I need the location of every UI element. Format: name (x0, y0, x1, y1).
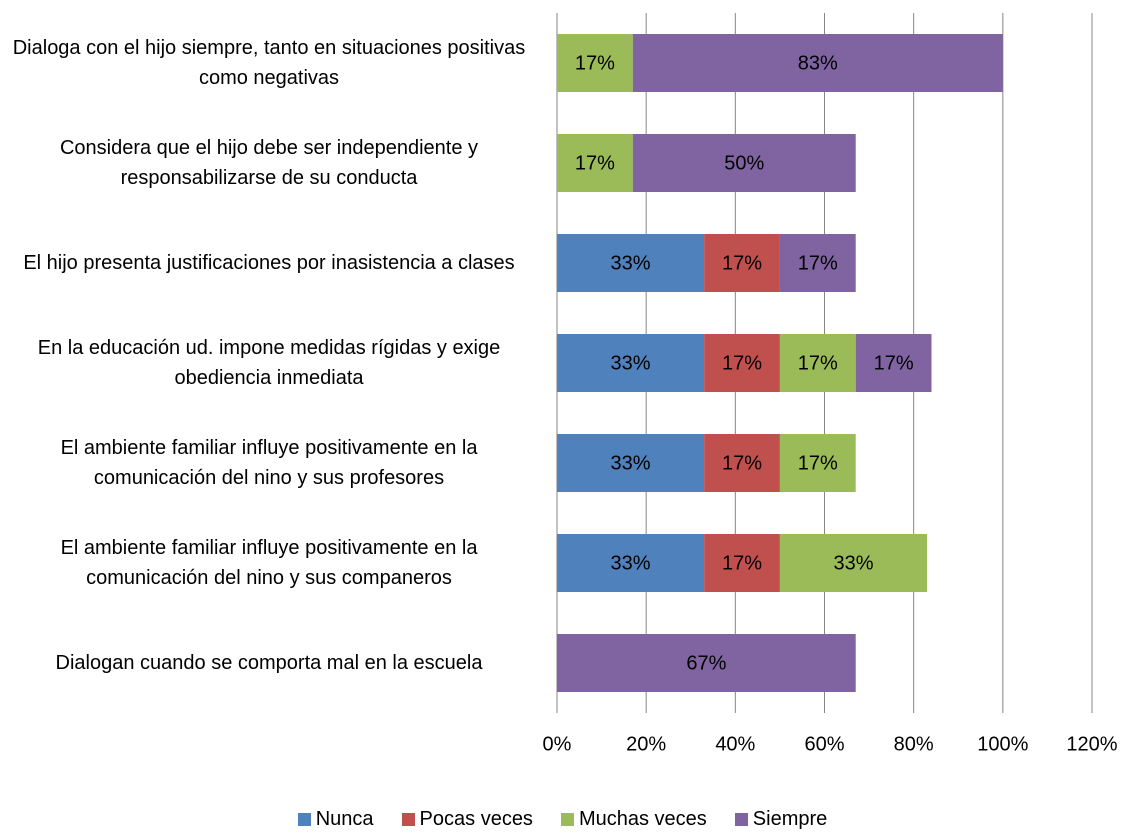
data-label: 17% (798, 352, 838, 374)
data-label: 17% (722, 352, 762, 374)
y-tick-label: Dialogan cuando se comporta mal en la es… (55, 652, 483, 674)
y-tick-label: En la educación ud. impone medidas rígid… (37, 337, 501, 389)
legend-label: Nunca (315, 808, 374, 830)
data-label: 83% (798, 52, 838, 74)
x-tick-label: 40% (715, 733, 755, 755)
legend-label: Siempre (752, 808, 828, 830)
x-tick-label: 20% (626, 733, 666, 755)
legend-item: Muchas veces (560, 808, 707, 831)
legend-swatch (297, 813, 311, 826)
bar-segment (704, 234, 780, 292)
bar-segment (557, 234, 705, 292)
y-tick-label: Considera que el hijo debe ser independi… (59, 137, 479, 189)
bar-segment (557, 634, 856, 692)
bar-segment (557, 534, 705, 592)
x-tick-label: 80% (894, 733, 934, 755)
legend-swatch (401, 813, 415, 826)
bar-segment (779, 434, 856, 492)
bar-segment (779, 334, 856, 392)
data-label: 17% (575, 52, 615, 74)
y-tick-label: El ambiente familiar influye positivamen… (60, 537, 478, 589)
bar-segment (632, 134, 856, 192)
data-label: 17% (874, 352, 914, 374)
data-label: 33% (611, 252, 651, 274)
data-label: 17% (798, 452, 838, 474)
bar-segment (779, 234, 856, 292)
bar-segment (557, 334, 705, 392)
x-tick-label: 120% (1066, 733, 1117, 755)
data-label: 33% (611, 352, 651, 374)
x-tick-label: 60% (804, 733, 844, 755)
y-tick-label: El ambiente familiar influye positivamen… (60, 437, 478, 489)
data-label: 17% (722, 452, 762, 474)
bar-segment (632, 34, 1003, 92)
data-label: 33% (833, 552, 873, 574)
legend: Nunca Pocas veces Muchas veces Siempre (0, 808, 1125, 831)
bar-segment (855, 334, 932, 392)
data-label: 33% (611, 452, 651, 474)
legend-item: Siempre (734, 808, 828, 831)
data-label: 67% (686, 652, 726, 674)
bar-segment (779, 534, 928, 592)
bar-segment (704, 334, 780, 392)
legend-item: Pocas veces (401, 808, 533, 831)
data-label: 17% (722, 552, 762, 574)
legend-label: Muchas veces (578, 808, 707, 830)
legend-item: Nunca (297, 808, 374, 831)
legend-swatch (734, 813, 748, 826)
legend-label: Pocas veces (419, 808, 533, 830)
bar-segment (557, 434, 705, 492)
x-tick-label: 0% (543, 733, 572, 755)
bar-segment (704, 534, 780, 592)
data-label: 17% (575, 152, 615, 174)
bar-segment (704, 434, 780, 492)
y-tick-label: El hijo presenta justificaciones por ina… (23, 252, 515, 274)
x-tick-label: 100% (977, 733, 1028, 755)
legend-swatch (560, 813, 574, 826)
data-label: 17% (798, 252, 838, 274)
y-tick-label: Dialoga con el hijo siempre, tanto en si… (12, 37, 526, 89)
bar-segment (557, 134, 633, 192)
data-label: 33% (611, 552, 651, 574)
bar-segment (557, 34, 633, 92)
data-label: 17% (722, 252, 762, 274)
data-label: 50% (724, 152, 764, 174)
